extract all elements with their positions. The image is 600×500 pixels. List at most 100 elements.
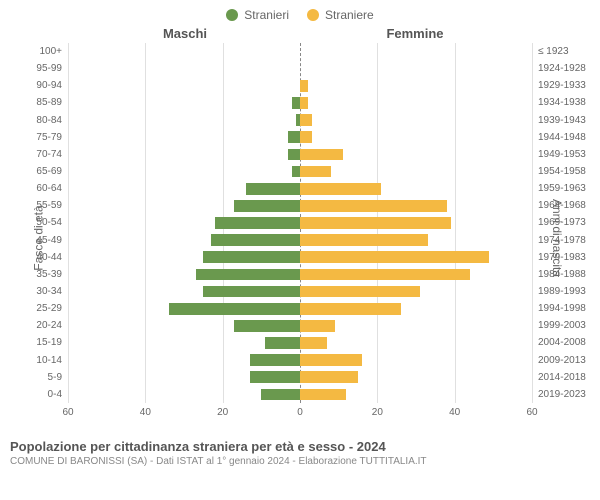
pyramid-row: 40-441979-1983 — [68, 249, 532, 266]
x-tick: 0 — [297, 407, 303, 418]
male-bar — [246, 183, 300, 195]
male-half — [68, 389, 300, 401]
female-half — [300, 269, 532, 281]
pyramid-row: 55-591964-1968 — [68, 197, 532, 214]
birth-year-label: 2019-2023 — [532, 389, 586, 400]
female-bar — [300, 269, 470, 281]
age-group-label: 45-49 — [36, 235, 68, 246]
male-half — [68, 217, 300, 229]
female-bar — [300, 234, 428, 246]
pyramid-row: 95-991924-1928 — [68, 60, 532, 77]
pyramid-row: 45-491974-1978 — [68, 232, 532, 249]
male-bar — [215, 217, 300, 229]
birth-year-label: 1929-1933 — [532, 80, 586, 91]
female-half — [300, 251, 532, 263]
female-half — [300, 63, 532, 75]
male-bar — [203, 286, 300, 298]
male-half — [68, 234, 300, 246]
age-group-label: 70-74 — [36, 149, 68, 160]
female-half — [300, 149, 532, 161]
female-half — [300, 80, 532, 92]
female-half — [300, 320, 532, 332]
female-half — [300, 354, 532, 366]
female-half — [300, 217, 532, 229]
legend-swatch-female — [307, 9, 319, 21]
birth-year-label: 1979-1983 — [532, 252, 586, 263]
birth-year-label: ≤ 1923 — [532, 46, 569, 57]
column-header-right: Femmine — [300, 26, 530, 41]
age-group-label: 55-59 — [36, 200, 68, 211]
male-bar — [250, 354, 300, 366]
female-half — [300, 337, 532, 349]
age-group-label: 10-14 — [36, 355, 68, 366]
male-half — [68, 149, 300, 161]
pyramid-row: 80-841939-1943 — [68, 112, 532, 129]
legend-label-female: Straniere — [325, 8, 374, 22]
male-bar — [234, 200, 300, 212]
female-half — [300, 114, 532, 126]
pyramid-row: 15-192004-2008 — [68, 334, 532, 351]
male-half — [68, 200, 300, 212]
pyramid-row: 10-142009-2013 — [68, 352, 532, 369]
pyramid-row: 60-641959-1963 — [68, 180, 532, 197]
female-bar — [300, 389, 346, 401]
male-bar — [250, 371, 300, 383]
birth-year-label: 1954-1958 — [532, 166, 586, 177]
birth-year-label: 1939-1943 — [532, 115, 586, 126]
female-bar — [300, 97, 308, 109]
female-bar — [300, 354, 362, 366]
male-bar — [292, 97, 300, 109]
birth-year-label: 1944-1948 — [532, 132, 586, 143]
x-tick: 40 — [449, 407, 460, 418]
birth-year-label: 1924-1928 — [532, 63, 586, 74]
chart-area: Fasce di età Anni di nascita 100+≤ 19239… — [0, 43, 600, 433]
male-bar — [234, 320, 300, 332]
male-half — [68, 183, 300, 195]
birth-year-label: 1934-1938 — [532, 97, 586, 108]
male-bar — [203, 251, 300, 263]
age-group-label: 100+ — [39, 46, 68, 57]
male-half — [68, 166, 300, 178]
male-bar — [196, 269, 300, 281]
female-bar — [300, 183, 381, 195]
female-half — [300, 183, 532, 195]
age-group-label: 5-9 — [48, 372, 68, 383]
birth-year-label: 1989-1993 — [532, 286, 586, 297]
x-tick: 40 — [140, 407, 151, 418]
birth-year-label: 1949-1953 — [532, 149, 586, 160]
age-group-label: 65-69 — [36, 166, 68, 177]
age-group-label: 85-89 — [36, 97, 68, 108]
birth-year-label: 1959-1963 — [532, 183, 586, 194]
female-bar — [300, 303, 401, 315]
male-half — [68, 303, 300, 315]
age-group-label: 35-39 — [36, 269, 68, 280]
birth-year-label: 2014-2018 — [532, 372, 586, 383]
female-bar — [300, 131, 312, 143]
female-bar — [300, 320, 335, 332]
age-group-label: 60-64 — [36, 183, 68, 194]
pyramid-row: 35-391984-1988 — [68, 266, 532, 283]
pyramid-row: 50-541969-1973 — [68, 214, 532, 231]
male-bar — [211, 234, 300, 246]
pyramid-row: 25-291994-1998 — [68, 300, 532, 317]
male-half — [68, 97, 300, 109]
male-bar — [292, 166, 300, 178]
male-bar — [169, 303, 300, 315]
male-bar — [288, 149, 300, 161]
birth-year-label: 1969-1973 — [532, 217, 586, 228]
female-half — [300, 46, 532, 58]
age-group-label: 50-54 — [36, 217, 68, 228]
pyramid-row: 0-42019-2023 — [68, 386, 532, 403]
x-tick: 60 — [526, 407, 537, 418]
female-bar — [300, 371, 358, 383]
male-half — [68, 371, 300, 383]
male-half — [68, 131, 300, 143]
age-group-label: 80-84 — [36, 115, 68, 126]
legend-label-male: Stranieri — [244, 8, 289, 22]
female-bar — [300, 200, 447, 212]
chart-title: Popolazione per cittadinanza straniera p… — [10, 439, 590, 454]
pyramid-row: 85-891934-1938 — [68, 94, 532, 111]
legend: Stranieri Straniere — [0, 0, 600, 26]
birth-year-label: 1974-1978 — [532, 235, 586, 246]
pyramid-row: 30-341989-1993 — [68, 283, 532, 300]
